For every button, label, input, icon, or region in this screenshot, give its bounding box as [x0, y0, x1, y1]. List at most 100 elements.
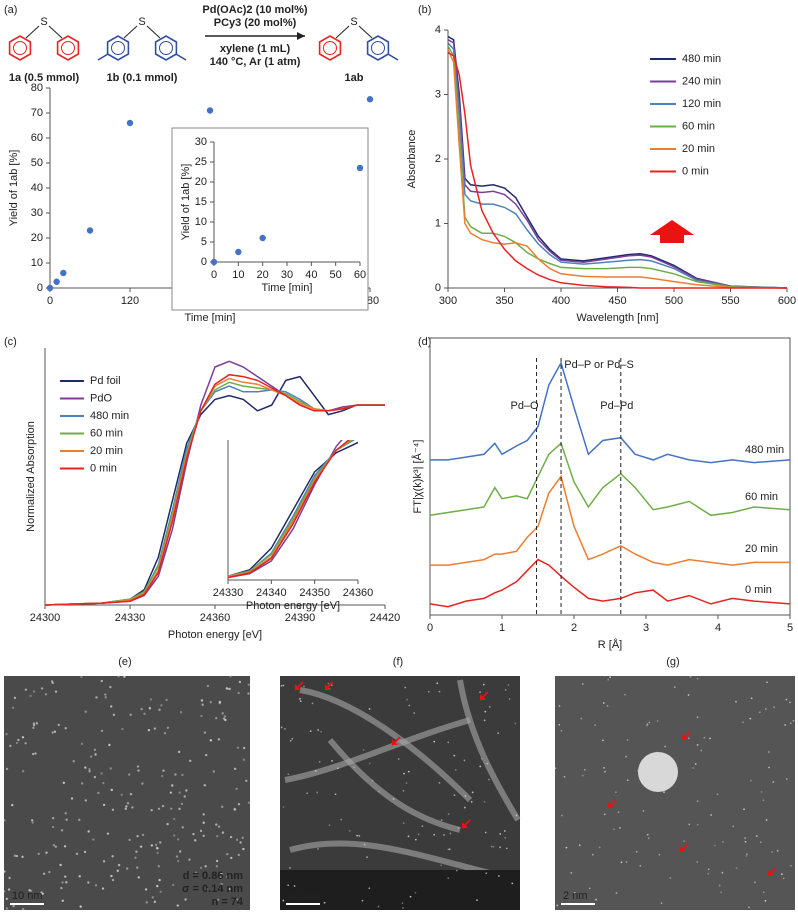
micrograph — [555, 676, 795, 910]
speck — [194, 839, 197, 842]
speck — [488, 778, 490, 781]
inset-plot — [228, 440, 358, 579]
red-arrow-head — [682, 734, 688, 740]
speck — [7, 888, 11, 891]
series-line — [228, 440, 343, 579]
speck — [242, 746, 246, 750]
speck — [463, 759, 466, 762]
series-line — [447, 42, 788, 289]
speck — [141, 782, 144, 785]
speck — [299, 700, 302, 703]
x-tick-label: 20 — [257, 269, 269, 281]
y-tick-label: 25 — [195, 156, 207, 168]
speck — [742, 721, 744, 724]
benzene-ring — [366, 35, 390, 61]
speck — [209, 739, 213, 742]
point — [53, 278, 60, 285]
speck — [282, 684, 285, 687]
speck — [602, 739, 604, 742]
speck — [202, 813, 205, 816]
series-line — [228, 441, 358, 577]
speck — [486, 762, 489, 765]
series-line — [430, 474, 790, 566]
speck — [402, 822, 405, 825]
benzene-ring — [56, 35, 80, 61]
speck — [94, 753, 97, 756]
speck — [588, 887, 591, 890]
y-axis-label: FT|χ(k)k³| [Å⁻⁴] — [411, 440, 424, 514]
speck — [720, 891, 723, 894]
speck — [120, 793, 123, 797]
speck — [181, 773, 184, 777]
speck — [100, 679, 103, 683]
speck — [497, 875, 500, 877]
speck — [646, 833, 649, 836]
speck — [121, 727, 124, 731]
speck — [169, 791, 173, 794]
speck — [583, 768, 586, 771]
x-tick-label: 450 — [608, 295, 626, 307]
speck — [51, 731, 54, 734]
speck — [229, 835, 233, 839]
speck — [21, 907, 25, 911]
legend-label: 20 min — [90, 445, 123, 457]
speck — [405, 782, 408, 784]
y-tick-label: 10 — [31, 257, 43, 269]
panel-label: (g) — [666, 656, 679, 668]
speck — [189, 759, 192, 763]
speck — [378, 790, 380, 793]
series-line — [447, 39, 788, 289]
speck — [762, 891, 765, 894]
speck — [106, 832, 110, 835]
x-tick-label: 400 — [552, 295, 570, 307]
speck — [203, 784, 206, 787]
speck — [492, 845, 495, 848]
speck — [45, 851, 48, 854]
speck — [714, 844, 716, 847]
speck — [735, 867, 738, 870]
speck — [17, 738, 20, 742]
y-tick-label: 20 — [195, 176, 207, 188]
speck — [669, 877, 672, 879]
speck — [603, 813, 606, 816]
speck — [60, 829, 64, 832]
x-tick-label: 24340 — [256, 587, 287, 599]
speck — [402, 789, 405, 792]
speck — [148, 707, 152, 710]
speck — [581, 774, 584, 777]
speck — [642, 810, 645, 812]
reference-label: Pd–O — [510, 400, 539, 412]
speck — [42, 872, 46, 876]
speck — [406, 698, 409, 701]
red-arrow — [650, 220, 694, 243]
speck — [235, 787, 238, 791]
speck — [150, 809, 153, 812]
speck — [658, 853, 661, 856]
ring-aromatic — [159, 41, 173, 55]
speck — [177, 750, 181, 754]
speck — [366, 856, 368, 859]
series-line — [447, 51, 787, 289]
speck — [110, 874, 113, 878]
speck — [70, 797, 74, 800]
speck — [80, 742, 84, 746]
speck — [603, 766, 605, 769]
y-tick-label: 15 — [195, 196, 207, 208]
series-label: 60 min — [745, 491, 778, 503]
speck — [609, 676, 612, 679]
speck — [158, 708, 161, 711]
speck — [220, 883, 223, 886]
benzene-ring — [154, 35, 178, 61]
panel-label: (f) — [393, 656, 403, 668]
speck — [348, 829, 351, 832]
speck — [433, 833, 436, 836]
speck — [299, 697, 302, 700]
speck — [150, 844, 154, 847]
speck — [287, 773, 290, 776]
y-tick-label: 60 — [31, 132, 43, 144]
speck — [194, 871, 198, 874]
legend-label: 0 min — [682, 165, 709, 177]
bond — [48, 25, 63, 39]
y-tick-label: 0 — [37, 282, 43, 294]
speck — [565, 846, 568, 849]
